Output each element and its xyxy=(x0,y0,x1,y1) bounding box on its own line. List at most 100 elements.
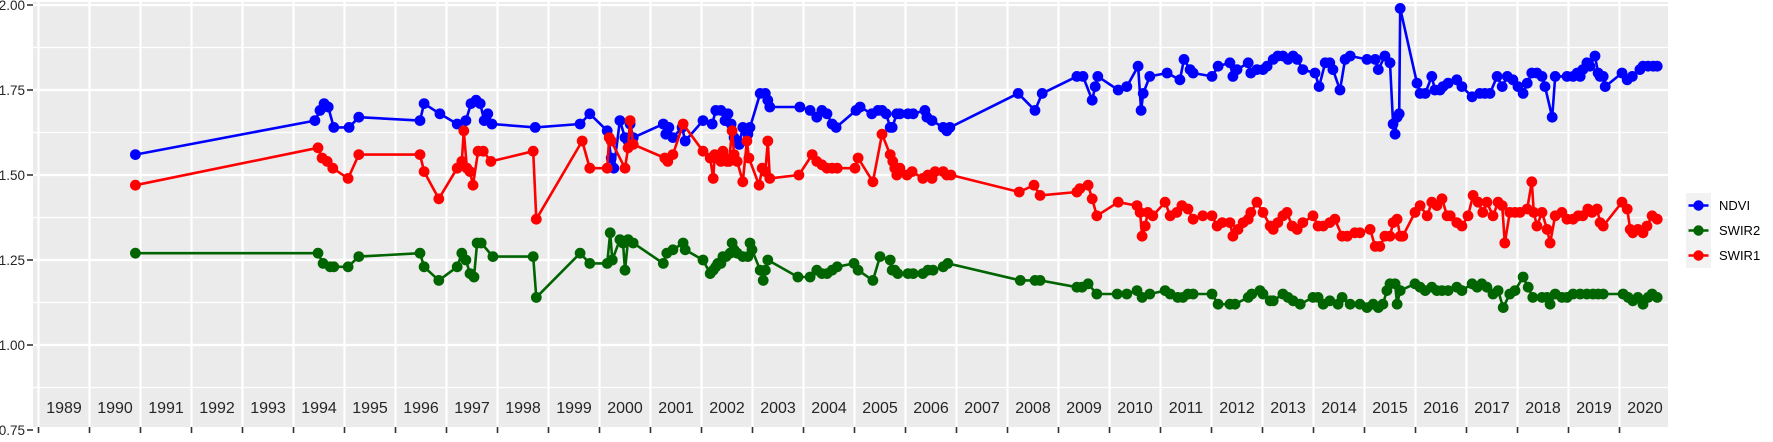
x-tick-label: 2001 xyxy=(658,400,694,417)
data-point xyxy=(477,145,489,157)
data-point xyxy=(353,251,365,262)
data-point xyxy=(1536,71,1548,82)
data-point xyxy=(584,162,596,174)
data-point xyxy=(1246,288,1258,300)
data-point xyxy=(764,173,776,184)
x-tick-label: 1996 xyxy=(403,400,439,417)
data-point xyxy=(1159,196,1171,208)
data-point xyxy=(753,179,765,191)
data-point xyxy=(414,115,426,126)
data-point xyxy=(697,115,709,126)
data-point xyxy=(1597,71,1609,82)
data-point xyxy=(1394,2,1406,14)
data-point xyxy=(1224,217,1236,229)
data-point xyxy=(464,166,476,178)
data-point xyxy=(1541,224,1553,235)
data-point xyxy=(1521,77,1533,89)
data-point xyxy=(1497,302,1509,313)
data-point xyxy=(852,152,864,164)
data-point xyxy=(1546,111,1558,123)
data-point xyxy=(1394,285,1406,296)
data-point xyxy=(1384,230,1396,242)
data-point xyxy=(1526,176,1538,188)
data-point xyxy=(1544,298,1556,310)
data-point xyxy=(867,176,879,188)
data-point xyxy=(906,166,918,178)
data-point xyxy=(679,135,691,147)
data-point xyxy=(1297,217,1309,229)
data-point xyxy=(487,251,499,262)
data-point xyxy=(737,176,749,188)
x-tick-label: 2020 xyxy=(1627,400,1663,417)
data-point xyxy=(876,128,888,140)
data-point xyxy=(328,261,340,273)
data-point xyxy=(1324,295,1336,307)
data-point xyxy=(1344,298,1356,310)
legend-key-point xyxy=(1693,225,1704,236)
data-point xyxy=(1361,54,1373,65)
data-point xyxy=(1389,128,1401,140)
data-point xyxy=(757,275,769,286)
data-point xyxy=(667,132,679,144)
data-point xyxy=(530,213,542,225)
data-point xyxy=(867,275,879,286)
data-point xyxy=(322,101,334,113)
data-point xyxy=(722,108,734,120)
data-point xyxy=(793,169,805,181)
data-point xyxy=(794,101,806,113)
data-point xyxy=(451,261,463,273)
data-point xyxy=(1621,203,1633,215)
data-point xyxy=(1082,278,1094,290)
data-point xyxy=(1327,64,1339,75)
x-tick-label: 2006 xyxy=(913,400,949,417)
data-point xyxy=(1651,292,1663,303)
data-point xyxy=(731,156,743,167)
data-point xyxy=(627,237,639,249)
data-point xyxy=(667,149,679,161)
data-point xyxy=(1391,298,1403,310)
data-point xyxy=(574,247,586,259)
y-tick-label: 1.25 xyxy=(0,253,25,268)
legend-label: SWIR2 xyxy=(1719,223,1760,238)
data-point xyxy=(804,105,816,116)
data-point xyxy=(759,264,771,276)
data-point xyxy=(657,258,669,269)
data-point xyxy=(874,251,886,262)
data-point xyxy=(130,247,141,259)
data-point xyxy=(460,254,472,266)
data-point xyxy=(667,244,679,256)
data-point xyxy=(1206,210,1218,222)
data-point xyxy=(677,118,689,130)
data-point xyxy=(414,247,426,259)
data-point xyxy=(434,108,446,120)
data-point xyxy=(1182,203,1194,215)
legend-key-point xyxy=(1693,200,1704,211)
data-point xyxy=(353,111,365,123)
data-point xyxy=(1144,71,1156,82)
data-point xyxy=(1599,81,1611,92)
data-point xyxy=(458,125,470,137)
data-point xyxy=(474,98,486,109)
data-point xyxy=(1477,207,1489,218)
x-tick-label: 2003 xyxy=(760,400,796,417)
data-point xyxy=(894,108,906,120)
data-point xyxy=(1089,81,1101,92)
data-point xyxy=(584,258,596,269)
data-point xyxy=(1364,224,1376,235)
data-point xyxy=(1231,64,1243,75)
data-point xyxy=(1139,220,1151,232)
data-point xyxy=(1135,105,1147,116)
data-point xyxy=(1517,271,1529,283)
data-point xyxy=(1626,71,1638,82)
data-point xyxy=(1544,237,1556,249)
data-point xyxy=(1092,71,1104,82)
data-point xyxy=(1372,64,1384,75)
data-point xyxy=(1496,81,1508,92)
x-tick-label: 2014 xyxy=(1321,400,1357,417)
data-point xyxy=(1492,285,1504,296)
data-point xyxy=(1034,190,1046,201)
y-tick-label: 0.75 xyxy=(0,423,25,438)
x-tick-label: 2017 xyxy=(1474,400,1510,417)
data-point xyxy=(343,122,355,133)
data-point xyxy=(1496,200,1508,212)
